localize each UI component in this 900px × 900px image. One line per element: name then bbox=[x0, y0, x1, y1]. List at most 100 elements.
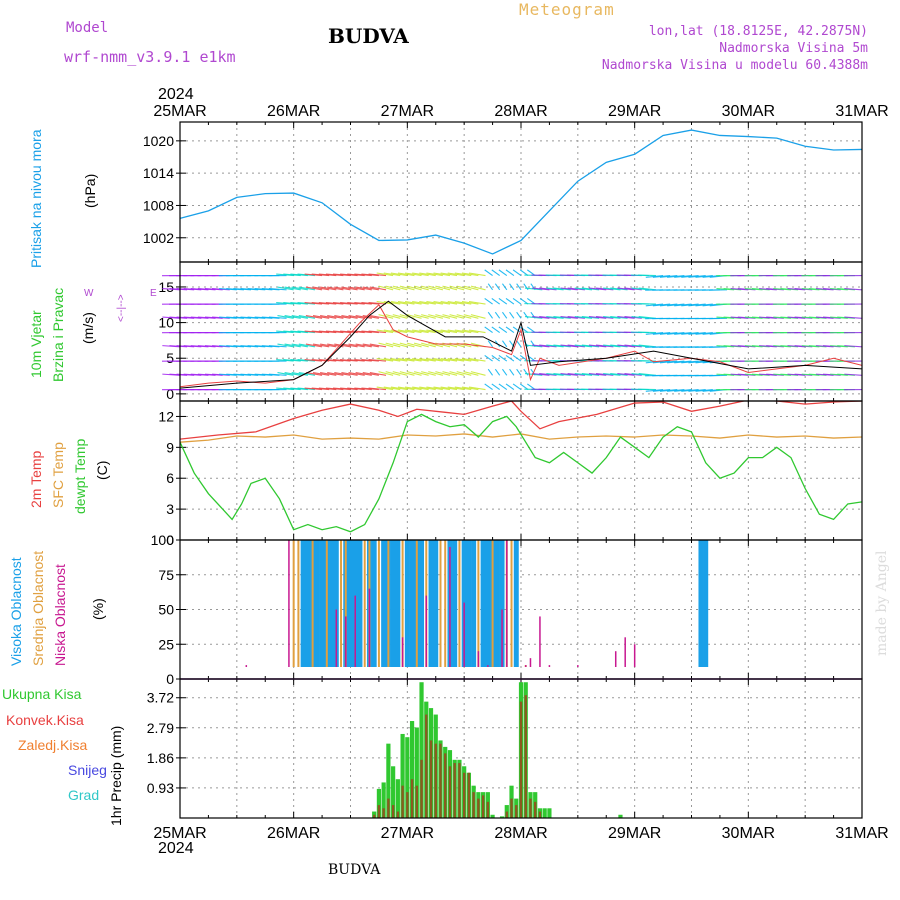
wind-arrow bbox=[442, 371, 458, 376]
wind-arrow bbox=[454, 272, 472, 277]
cloud-bar-mid bbox=[477, 540, 480, 667]
precip-bar-conv bbox=[510, 798, 513, 818]
wind-arrow bbox=[435, 314, 451, 319]
wind-arrow bbox=[645, 303, 664, 307]
wind-arrow bbox=[348, 315, 365, 319]
wind-arrow bbox=[405, 357, 422, 362]
wind-arrow bbox=[419, 300, 436, 305]
altitude-info: Nadmorska Visina 5m bbox=[719, 41, 868, 56]
compass-west: W bbox=[84, 288, 94, 299]
precip-bar-total bbox=[376, 788, 382, 818]
precip-bar-conv bbox=[434, 743, 437, 818]
wind-arrow bbox=[447, 300, 465, 305]
wind-arrow bbox=[844, 288, 863, 291]
wind-arrow bbox=[298, 286, 316, 291]
year-bottom: 2024 bbox=[158, 840, 194, 857]
wind-arrow bbox=[617, 373, 635, 376]
year-top: 2024 bbox=[158, 86, 194, 103]
wind-arrow bbox=[376, 272, 394, 277]
wind-arrow bbox=[645, 389, 664, 392]
wind-arrow bbox=[355, 372, 372, 376]
wind-arrow bbox=[498, 297, 508, 305]
cloud-bar-high bbox=[404, 540, 410, 667]
y-tick-label: 1008 bbox=[143, 197, 174, 213]
wind-arrow bbox=[674, 389, 692, 392]
cloud-bar-low bbox=[477, 651, 480, 667]
wind-arrow bbox=[610, 316, 628, 319]
wind-arrow bbox=[305, 286, 323, 291]
wind-arrow bbox=[362, 286, 380, 291]
wind-arrow bbox=[421, 371, 436, 376]
wind-arrow bbox=[688, 274, 706, 278]
wind-arrow bbox=[428, 371, 443, 376]
wind-arrow bbox=[318, 273, 337, 277]
wind-arrow bbox=[631, 373, 649, 376]
wind-arrow bbox=[449, 285, 465, 291]
wind-arrow bbox=[456, 314, 472, 319]
wind-arrow bbox=[539, 344, 557, 348]
wind-arrow bbox=[652, 332, 671, 335]
wind-arrow bbox=[268, 288, 287, 291]
wind-arrow bbox=[276, 273, 294, 277]
cloud-bar-low bbox=[624, 637, 626, 667]
wind-arrow bbox=[539, 287, 557, 291]
precip-bar-conv bbox=[538, 811, 542, 818]
wind-arrow bbox=[695, 332, 713, 335]
wind-arrow bbox=[440, 272, 458, 277]
wind-arrow bbox=[385, 314, 401, 319]
wind-arrow bbox=[681, 303, 699, 307]
wind-arrow bbox=[426, 357, 443, 362]
cloud-bar-high bbox=[314, 540, 320, 667]
cloud-bar-high bbox=[381, 540, 387, 667]
wind-arrow bbox=[340, 387, 358, 391]
cloud-bar-mid bbox=[415, 540, 418, 667]
wind-arrow bbox=[283, 301, 301, 305]
precip-legend-total: Ukupna Kisa bbox=[2, 686, 82, 702]
wind-arrow bbox=[325, 359, 344, 362]
wind-arrow bbox=[440, 300, 458, 305]
wind-arrow bbox=[631, 287, 649, 291]
wind-arrow bbox=[413, 285, 429, 291]
wind-arrow bbox=[505, 269, 515, 276]
precip-bar-conv bbox=[444, 753, 447, 818]
wind-arrow bbox=[383, 386, 401, 391]
wind-arrow bbox=[447, 386, 465, 391]
wind-arrow bbox=[297, 359, 316, 362]
wind-arrow bbox=[284, 286, 301, 291]
wind-arrow bbox=[291, 372, 308, 376]
wind-arrow bbox=[560, 344, 578, 348]
y-tick-label: 12 bbox=[158, 408, 174, 424]
wind-arrow bbox=[291, 343, 308, 348]
wind-arrow bbox=[291, 286, 308, 291]
wind-arrow bbox=[325, 301, 344, 305]
wind-arrow bbox=[681, 360, 699, 364]
x-tick-label-bottom: 26MAR bbox=[267, 825, 320, 842]
wind-arrow bbox=[610, 373, 628, 376]
wind-arrow bbox=[581, 373, 600, 376]
wind-arrow bbox=[397, 357, 415, 362]
x-tick-label-bottom: 28MAR bbox=[494, 825, 547, 842]
precip-legend-conv: Konvek.Kisa bbox=[6, 712, 84, 728]
wind-arrow bbox=[681, 332, 699, 335]
x-tick-label-top: 29MAR bbox=[608, 103, 661, 120]
cloud-bar-low bbox=[463, 602, 465, 667]
wind-arrow bbox=[354, 387, 372, 391]
wind-arrow bbox=[603, 373, 621, 376]
wind-arrow bbox=[332, 273, 351, 277]
wind-arrow bbox=[645, 274, 664, 278]
wind-arrow bbox=[574, 287, 593, 291]
wind-arrow bbox=[468, 386, 486, 391]
y-tick-label: 15 bbox=[158, 279, 174, 295]
wind-arrow bbox=[312, 372, 330, 376]
wind-arrow bbox=[516, 368, 522, 376]
precip-bar-total bbox=[405, 737, 410, 818]
precip-bar-conv bbox=[406, 792, 409, 818]
wind-arrow bbox=[523, 311, 529, 319]
wind-arrow bbox=[318, 301, 337, 305]
wind-arrow bbox=[435, 371, 451, 376]
wind-arrow bbox=[318, 387, 337, 391]
wind-arrow bbox=[390, 300, 408, 305]
precip-bar-total bbox=[391, 766, 396, 818]
wind-arrow bbox=[311, 301, 330, 305]
wind-arrow bbox=[421, 314, 436, 319]
